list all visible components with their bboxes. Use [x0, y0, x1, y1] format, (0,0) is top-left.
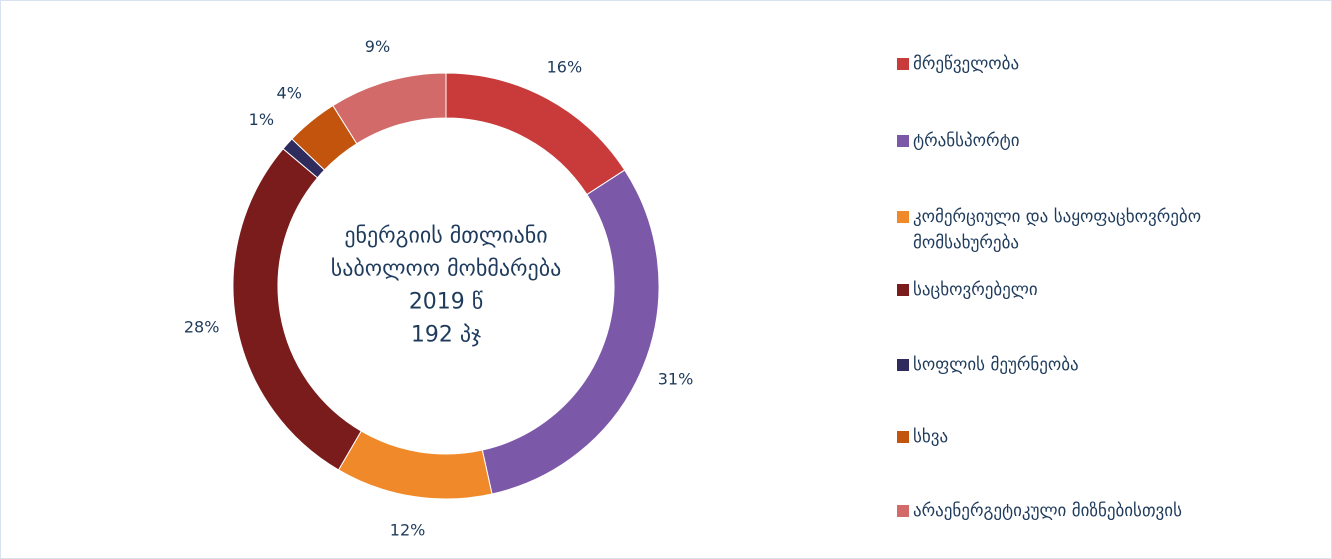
legend-item: კომერციული და საყოფაცხოვრებო მომსახურება: [897, 204, 1307, 256]
donut-segment: [445, 72, 626, 196]
data-label: 28%: [184, 318, 220, 337]
legend-item: სხვა: [897, 424, 1307, 450]
legend-item: არაენერგეტიკული მიზნებისთვის: [897, 498, 1307, 524]
legend-label: საცხოვრებელი: [913, 280, 1038, 300]
center-text: 192 პჯ: [411, 323, 481, 348]
donut-segment: [337, 430, 493, 500]
legend-item: სოფლის მეურნეობა: [897, 352, 1307, 378]
center-text: 2019 წ: [409, 290, 483, 315]
legend-swatch: [897, 431, 909, 443]
data-label: 16%: [547, 58, 583, 77]
data-label: 31%: [658, 370, 694, 389]
legend-label: მრეწველობა: [913, 54, 1020, 74]
data-label: 9%: [365, 37, 390, 56]
legend-item: საცხოვრებელი: [897, 277, 1307, 303]
legend-label: კომერციული და საყოფაცხოვრებო მომსახურება: [913, 207, 1202, 253]
center-text: ენერგიის მთლიანი: [344, 224, 547, 249]
donut-segment: [332, 72, 447, 145]
legend-swatch: [897, 505, 909, 517]
legend-item: ტრანსპორტი: [897, 128, 1307, 154]
donut-segment: [481, 169, 660, 495]
donut-segment: [232, 148, 362, 471]
data-label: 4%: [277, 83, 302, 102]
legend-label: არაენერგეტიკული მიზნებისთვის: [913, 501, 1182, 521]
data-label: 1%: [249, 110, 274, 129]
legend-swatch: [897, 359, 909, 371]
legend-swatch: [897, 135, 909, 147]
legend-label: სოფლის მეურნეობა: [913, 355, 1079, 375]
legend-swatch: [897, 58, 909, 70]
legend-swatch: [897, 284, 909, 296]
center-text: საბოლოო მოხმარება: [331, 257, 562, 282]
legend-label: ტრანსპორტი: [913, 131, 1020, 151]
legend-swatch: [897, 211, 909, 223]
legend-label: სხვა: [913, 427, 949, 447]
data-label: 12%: [390, 521, 426, 540]
legend-item: მრეწველობა: [897, 51, 1307, 77]
